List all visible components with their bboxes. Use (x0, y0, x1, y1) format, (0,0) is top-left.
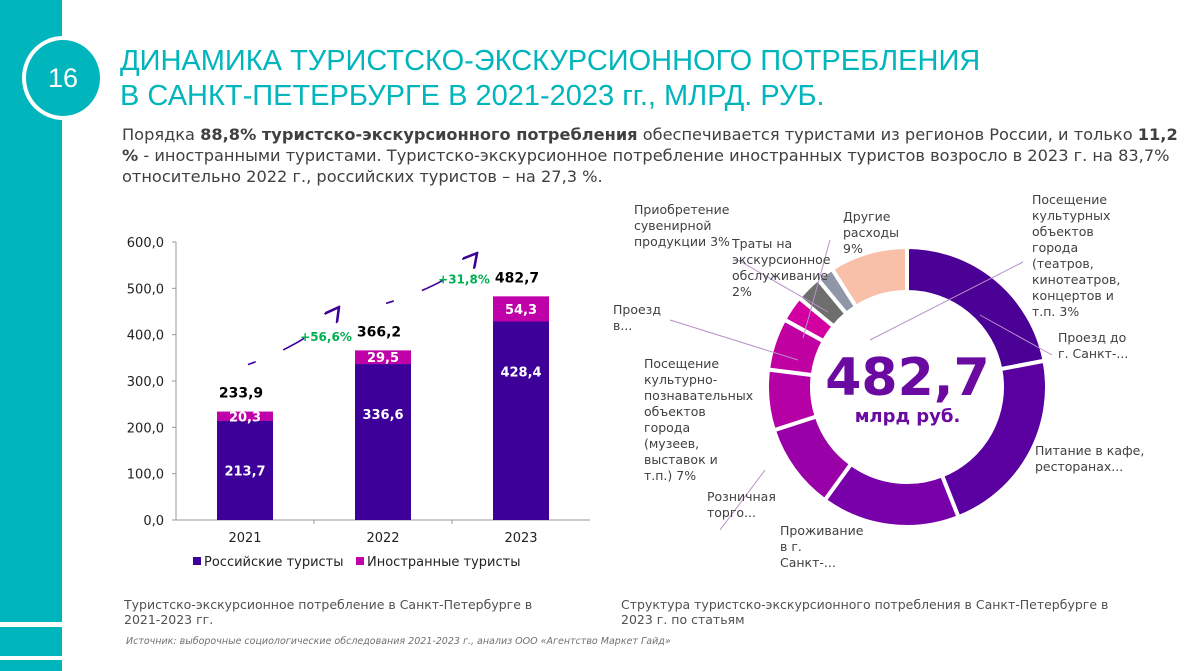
bar-total-label: 482,7 (495, 270, 539, 286)
leader-line (869, 261, 1024, 341)
intro-bold: 88,8% туристско-экскурсионного потреблен… (200, 125, 638, 144)
bar-segment (493, 321, 549, 520)
bar-segment (355, 364, 411, 520)
slice-label: Питание в кафе, ресторанах... (1035, 443, 1145, 474)
bar-total-label: 366,2 (357, 324, 401, 340)
x-tick-label: 2021 (228, 531, 261, 546)
intro-part: Порядка (122, 125, 201, 144)
legend-label: Российские туристы (204, 555, 344, 570)
slice-label: Посещение культурно-познавательных объек… (644, 356, 754, 483)
slice-label: Проезд в... (613, 302, 661, 333)
sidebar-band-bottom (0, 660, 62, 671)
bar-value-label: 336,6 (362, 408, 403, 423)
y-tick-label: 300,0 (127, 375, 164, 390)
bar-value-label: 428,4 (500, 366, 541, 381)
slice-label: Розничная торго... (707, 489, 776, 520)
bar-segment (217, 411, 273, 421)
bar-value-label: 213,7 (224, 464, 265, 479)
intro-part: обеспечивается туристами из регионов Рос… (637, 125, 1138, 144)
bar-segment (493, 296, 549, 322)
y-tick-label: 200,0 (127, 421, 164, 436)
leader-line (802, 239, 831, 339)
y-tick-label: 500,0 (127, 282, 164, 297)
slide-number: 16 (22, 36, 104, 120)
title-line-2: В САНКТ-ПЕТЕРБУРГЕ В 2021-2023 гг., МЛРД… (120, 80, 825, 112)
leader-line (669, 319, 799, 361)
bar-chart: 0,0 100,0 200,0 300,0 400,0 500,0 600,0 213,7 20… (127, 236, 590, 570)
y-tick-label: 0,0 (143, 514, 164, 529)
y-tick-label: 100,0 (127, 468, 164, 483)
growth-label: +31,8% (438, 272, 490, 286)
legend-swatch (356, 557, 364, 565)
y-tick-label: 400,0 (127, 329, 164, 344)
x-tick-label: 2023 (504, 531, 537, 546)
source-note: Источник: выборочные социологические обс… (126, 636, 671, 647)
slice-label: Проживание в г. Санкт-... (780, 523, 864, 570)
slice-label: Другие расходы 9% (843, 209, 900, 256)
bar-value-label: 29,5 (367, 351, 399, 366)
x-tick-label: 2022 (366, 531, 399, 546)
leader-line (719, 469, 766, 531)
legend-label: Иностранные туристы (367, 555, 520, 570)
donut-center-unit: млрд руб. (854, 406, 961, 427)
intro-bold: 11,2 % (122, 125, 1178, 165)
sidebar-band-lower (0, 627, 62, 656)
bar-value-label: 20,3 (229, 410, 261, 425)
donut-chart-caption: Структура туристско-экскурсионного потре… (621, 597, 1109, 627)
bar-chart-caption: Туристско-экскурсионное потребление в Са… (124, 597, 533, 627)
bar-total-label: 233,9 (219, 386, 263, 402)
growth-label: +56,6% (300, 330, 352, 344)
bar-segment (217, 420, 273, 520)
bar-value-label: 54,3 (505, 303, 537, 318)
donut-slice (829, 244, 909, 310)
intro-text: Порядка 88,8% туристско-экскурсионного п… (122, 124, 1182, 187)
y-tick-label: 600,0 (127, 236, 164, 251)
title-line-1: ДИНАМИКА ТУРИСТСКО-ЭКСКУРСИОННОГО ПОТРЕБ… (120, 45, 981, 77)
page-title: ДИНАМИКА ТУРИСТСКО-ЭКСКУРСИОННОГО ПОТРЕБ… (120, 44, 980, 114)
slice-label: Проезд до г. Санкт-... (1058, 330, 1129, 361)
bar-segment (355, 350, 411, 365)
legend-swatch (193, 557, 201, 565)
slice-label: Траты на экскурсионное обслуживание 2% (732, 236, 831, 299)
intro-part: - иностранными туристами. Туристско-экск… (122, 146, 1170, 186)
growth-arrow (247, 308, 338, 366)
donut-center-value: 482,7 (825, 348, 990, 408)
growth-arrow (385, 254, 476, 305)
slice-label: Посещение культурных объектов города (те… (1032, 192, 1121, 319)
leader-line (979, 314, 1053, 356)
slice-label: Приобретение сувенирной продукции 3% (634, 202, 730, 249)
